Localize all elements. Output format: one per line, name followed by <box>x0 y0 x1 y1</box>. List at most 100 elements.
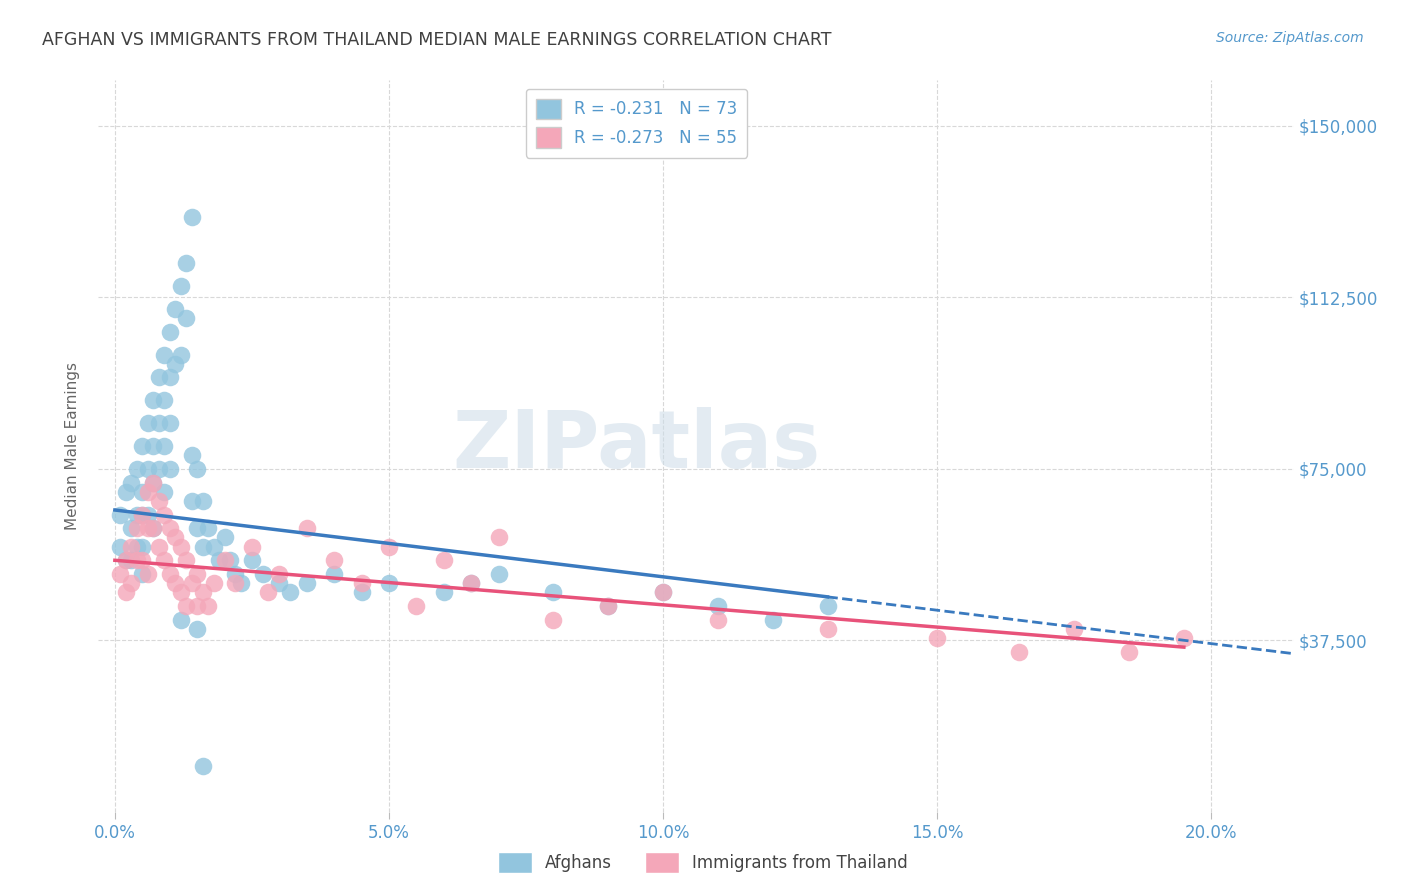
Point <box>180 211 202 225</box>
Point <box>165 530 187 544</box>
Point <box>148 493 170 508</box>
Point <box>153 484 176 499</box>
Point <box>350 576 373 591</box>
Point <box>762 613 785 627</box>
Point <box>817 622 839 636</box>
Point <box>169 585 191 599</box>
Legend: R = -0.231   N = 73, R = -0.273   N = 55: R = -0.231 N = 73, R = -0.273 N = 55 <box>526 88 748 158</box>
Point <box>652 585 675 599</box>
Point <box>323 553 346 567</box>
Point <box>278 585 301 599</box>
Point <box>120 576 142 591</box>
Point <box>131 484 153 499</box>
Point <box>165 576 187 591</box>
Point <box>180 448 202 462</box>
Point <box>165 301 187 316</box>
Point <box>136 508 159 522</box>
Point <box>114 484 136 499</box>
Point <box>433 553 456 567</box>
Point <box>120 540 142 554</box>
Point <box>169 279 191 293</box>
Point <box>142 439 165 453</box>
Point <box>1118 645 1140 659</box>
Point <box>136 567 159 582</box>
Y-axis label: Median Male Earnings: Median Male Earnings <box>65 362 80 530</box>
Point <box>191 759 214 773</box>
Point <box>114 553 136 567</box>
Point <box>488 567 510 582</box>
Point <box>136 521 159 535</box>
Point <box>488 530 510 544</box>
Point <box>131 508 153 522</box>
Point <box>148 370 170 384</box>
Point <box>219 553 242 567</box>
Point <box>125 540 148 554</box>
Point <box>229 576 252 591</box>
Point <box>169 347 191 362</box>
Point <box>153 439 176 453</box>
Point <box>186 462 208 476</box>
Point <box>153 347 176 362</box>
Point <box>120 553 142 567</box>
Point <box>186 521 208 535</box>
Point <box>159 567 181 582</box>
Point <box>191 540 214 554</box>
Point <box>114 553 136 567</box>
Point <box>295 521 318 535</box>
Point <box>598 599 620 613</box>
Point <box>269 567 291 582</box>
Point <box>257 585 280 599</box>
Point <box>1063 622 1085 636</box>
Point <box>186 622 208 636</box>
Point <box>543 613 565 627</box>
Point <box>707 613 730 627</box>
Point <box>208 553 231 567</box>
Point <box>1173 631 1195 645</box>
Point <box>224 567 246 582</box>
Point <box>180 493 202 508</box>
Point <box>131 567 153 582</box>
Point <box>191 493 214 508</box>
Point <box>159 325 181 339</box>
Point <box>252 567 274 582</box>
Point <box>202 540 225 554</box>
Point <box>131 553 153 567</box>
Point <box>174 553 197 567</box>
Point <box>153 393 176 408</box>
Point <box>142 521 165 535</box>
Point <box>378 576 401 591</box>
Point <box>460 576 482 591</box>
Point <box>125 553 148 567</box>
Point <box>159 521 181 535</box>
Text: Source: ZipAtlas.com: Source: ZipAtlas.com <box>1216 31 1364 45</box>
Point <box>110 508 132 522</box>
Point <box>433 585 456 599</box>
Point <box>159 462 181 476</box>
Point <box>148 462 170 476</box>
Point <box>350 585 373 599</box>
Point <box>110 540 132 554</box>
Point <box>142 475 165 490</box>
Point <box>142 393 165 408</box>
Point <box>295 576 318 591</box>
Point <box>214 530 236 544</box>
Point <box>159 416 181 430</box>
Point <box>174 256 197 270</box>
Point <box>817 599 839 613</box>
Point <box>240 540 263 554</box>
Point <box>114 585 136 599</box>
Point <box>120 521 142 535</box>
Point <box>125 508 148 522</box>
Point <box>174 599 197 613</box>
Point <box>197 521 219 535</box>
Point <box>169 540 191 554</box>
Point <box>142 521 165 535</box>
Point <box>707 599 730 613</box>
Point <box>240 553 263 567</box>
Point <box>148 540 170 554</box>
Point <box>186 599 208 613</box>
Point <box>202 576 225 591</box>
Point <box>125 521 148 535</box>
Point <box>169 613 191 627</box>
Point <box>131 508 153 522</box>
